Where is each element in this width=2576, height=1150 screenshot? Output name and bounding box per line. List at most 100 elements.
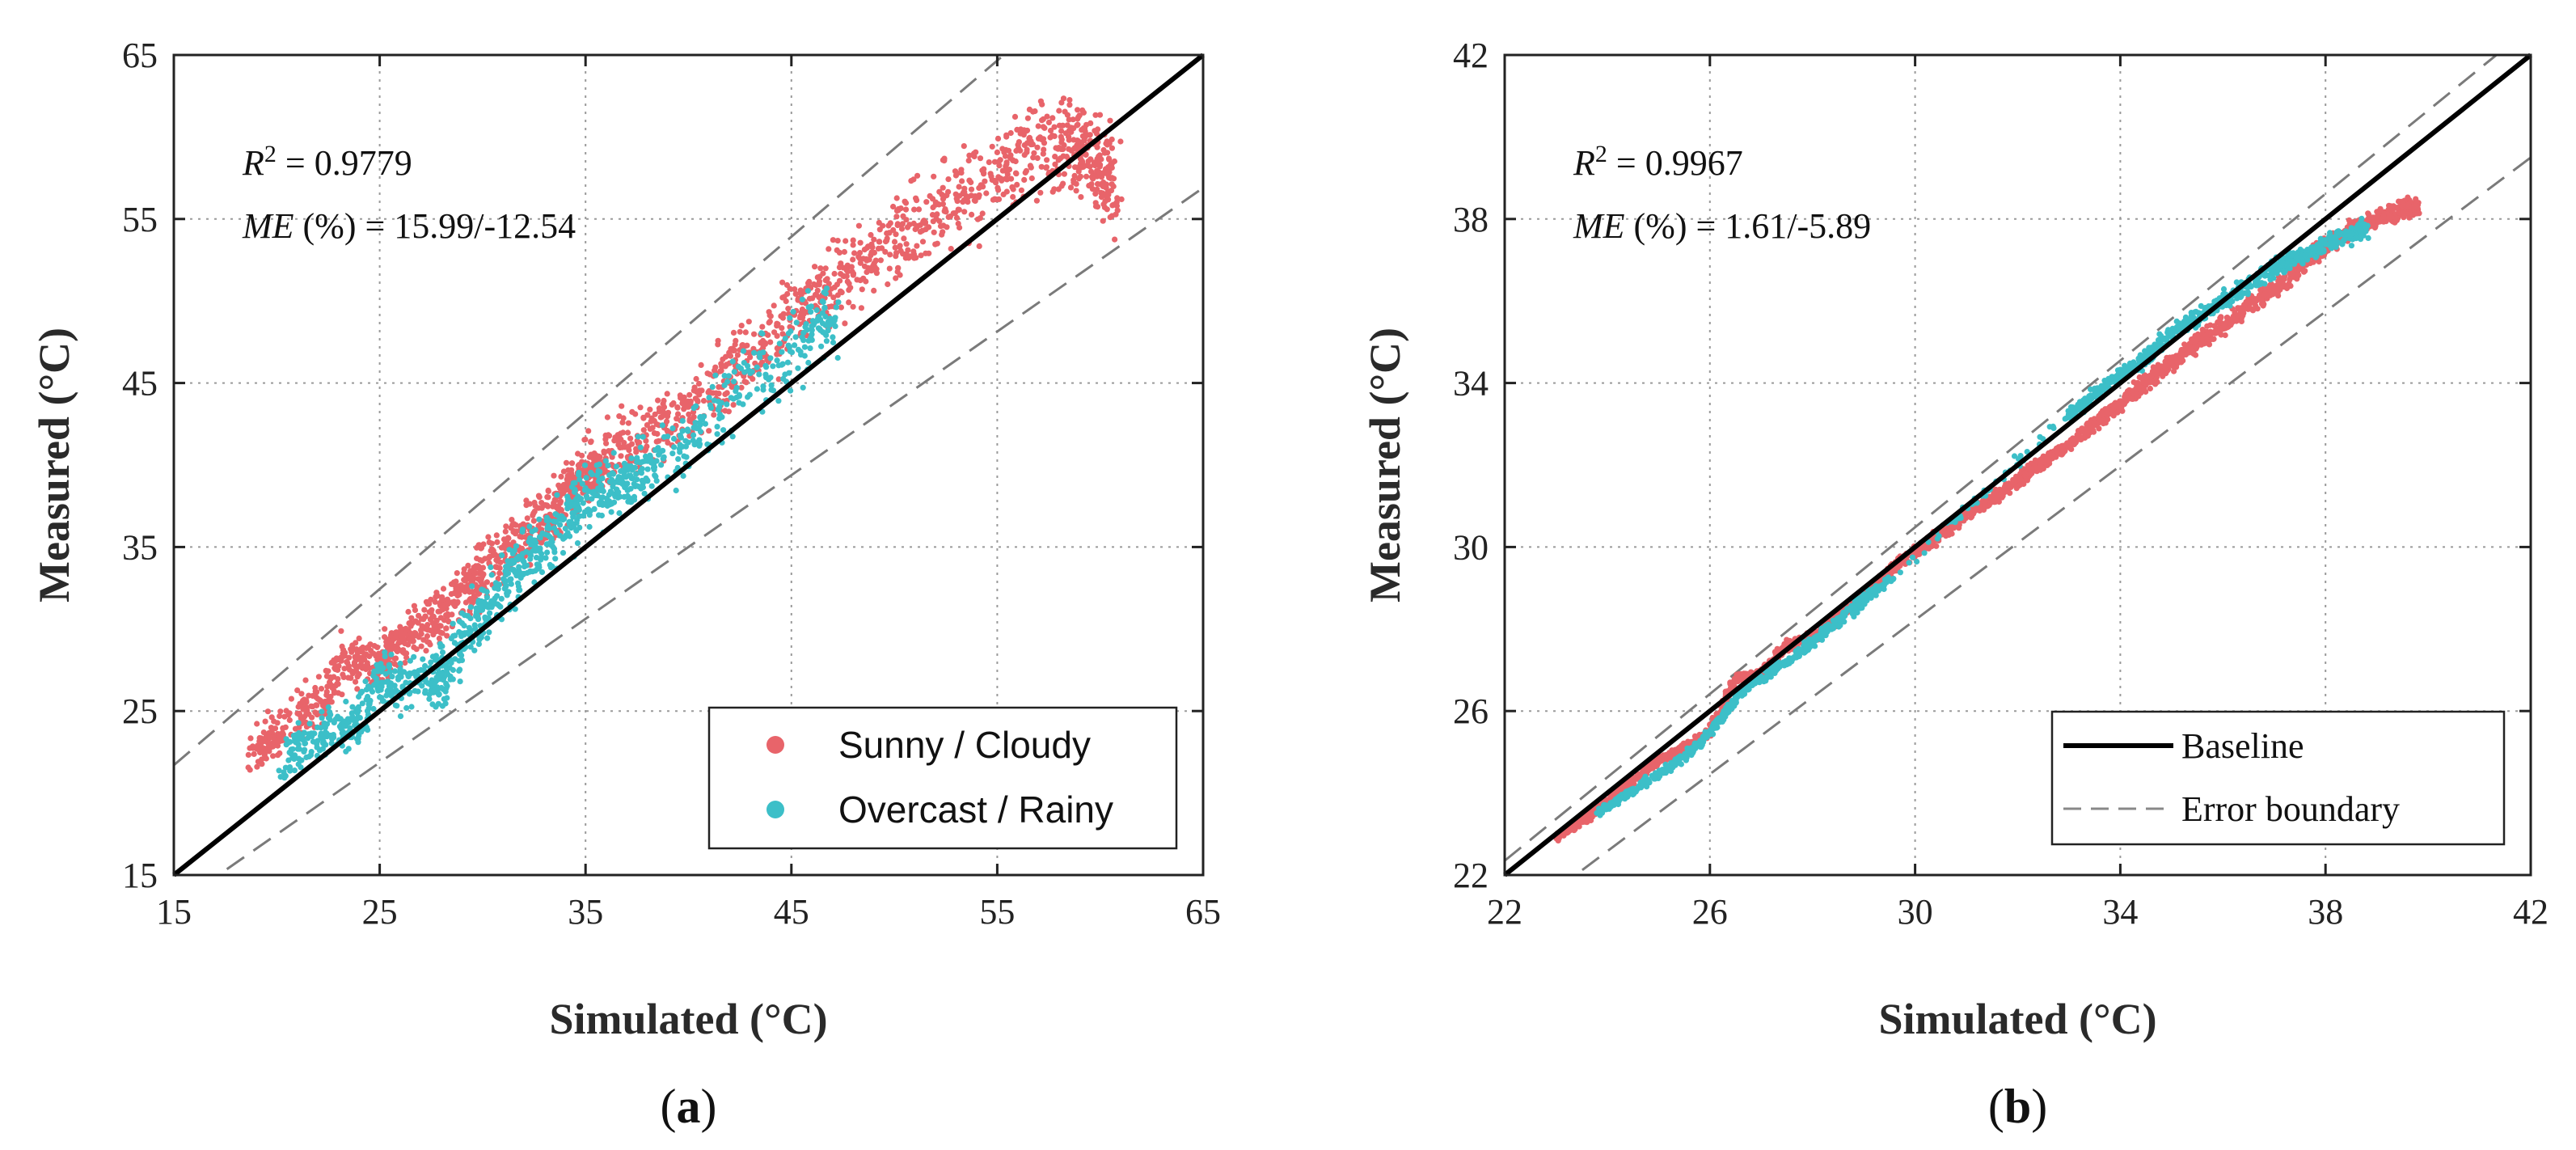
data-point	[266, 729, 272, 737]
data-point	[850, 303, 856, 310]
data-point	[766, 312, 773, 319]
data-point	[586, 523, 593, 531]
data-point	[433, 653, 440, 659]
data-point	[475, 641, 483, 648]
data-point	[838, 304, 844, 311]
data-point	[439, 643, 446, 649]
data-point	[643, 446, 649, 452]
data-point	[355, 704, 361, 711]
data-point	[2046, 458, 2053, 464]
data-point	[832, 315, 838, 321]
data-point	[457, 679, 463, 685]
data-point	[842, 238, 849, 244]
data-point	[933, 215, 940, 222]
data-point	[981, 171, 987, 177]
data-point	[505, 535, 512, 542]
data-point	[754, 364, 760, 370]
data-point	[328, 699, 335, 705]
data-point	[2076, 433, 2082, 440]
data-point	[492, 564, 499, 570]
data-point	[1103, 184, 1109, 191]
data-point	[887, 220, 893, 226]
data-point	[444, 596, 451, 602]
data-point	[565, 497, 572, 503]
data-point	[623, 463, 629, 470]
data-point	[439, 596, 446, 602]
x-tick-label: 25	[362, 892, 398, 932]
data-point	[536, 534, 543, 540]
data-point	[255, 759, 261, 765]
data-point	[893, 195, 900, 201]
data-point	[1727, 679, 1734, 686]
data-point	[490, 552, 496, 559]
data-point	[649, 425, 656, 431]
data-point	[927, 192, 933, 199]
data-point	[1024, 146, 1030, 153]
data-point	[850, 237, 856, 243]
data-point	[954, 198, 961, 205]
data-point	[1085, 158, 1092, 164]
data-point	[800, 384, 806, 391]
data-point	[606, 448, 612, 455]
data-point	[740, 348, 747, 354]
data-point	[678, 434, 685, 441]
legend-box-a	[707, 706, 1178, 850]
data-point	[560, 488, 567, 495]
data-point	[332, 716, 340, 722]
data-point	[2084, 429, 2090, 436]
data-point	[2173, 355, 2179, 362]
data-point	[751, 349, 758, 356]
data-point	[391, 656, 398, 662]
data-point	[926, 224, 932, 230]
x-tick-label: 35	[568, 892, 603, 932]
data-point	[380, 665, 386, 671]
data-point	[766, 376, 772, 383]
data-point	[660, 408, 666, 415]
data-point	[738, 384, 745, 391]
data-point	[391, 668, 398, 674]
data-point	[345, 663, 352, 670]
data-point	[1078, 194, 1084, 201]
data-point	[629, 408, 636, 415]
data-point	[939, 231, 945, 238]
data-point	[503, 523, 509, 530]
data-point	[762, 340, 768, 346]
data-point	[534, 565, 541, 572]
data-point	[680, 472, 686, 480]
data-point	[336, 723, 343, 729]
data-point	[1066, 146, 1072, 152]
data-point	[792, 286, 798, 293]
legend-marker-sunny-cloudy	[766, 736, 784, 754]
data-point	[882, 248, 889, 255]
data-point	[633, 446, 640, 452]
data-point	[995, 135, 1002, 142]
data-point	[775, 376, 782, 383]
data-point	[648, 418, 654, 425]
data-point	[383, 692, 390, 699]
data-point	[665, 439, 671, 446]
data-point	[774, 332, 780, 339]
data-point	[745, 319, 752, 325]
x-axis-title-a: Simulated (°C)	[549, 995, 827, 1043]
data-point	[1015, 142, 1021, 148]
data-point	[750, 376, 756, 383]
data-point	[296, 746, 302, 752]
data-point	[812, 264, 818, 270]
data-point	[940, 196, 947, 202]
data-point	[318, 725, 324, 731]
data-point	[435, 608, 441, 615]
data-point	[900, 251, 906, 257]
data-point	[569, 509, 576, 517]
data-point	[751, 331, 758, 337]
data-point	[2051, 448, 2059, 455]
data-point	[412, 607, 419, 614]
data-point	[285, 712, 292, 718]
data-point	[557, 498, 564, 505]
data-point	[314, 702, 320, 708]
data-point	[821, 305, 828, 311]
data-point	[2141, 386, 2147, 392]
data-point	[502, 528, 509, 535]
data-point	[1073, 180, 1079, 187]
data-point	[956, 184, 962, 190]
data-point	[345, 674, 352, 681]
